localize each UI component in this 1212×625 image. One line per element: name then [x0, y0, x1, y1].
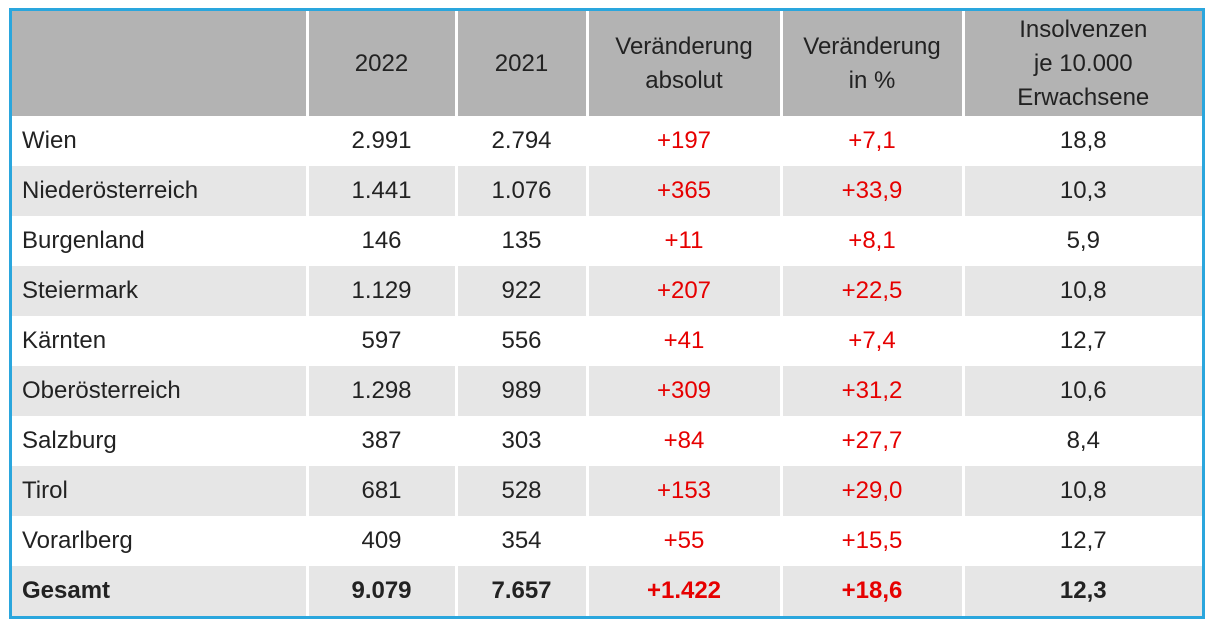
cell-change-percent: +31,2 — [779, 366, 963, 416]
cell-2021: 989 — [454, 366, 587, 416]
header-line: je 10.000 — [1033, 49, 1133, 77]
table-row: Vorarlberg 409 354 +55 +15,5 12,7 — [12, 516, 1202, 566]
cell-change-percent: +8,1 — [779, 216, 963, 266]
cell-per-10000: 8,4 — [961, 416, 1202, 466]
cell-change-percent: +29,0 — [779, 466, 963, 516]
cell-change-absolute: +41 — [585, 316, 781, 366]
table-row: Steiermark 1.129 922 +207 +22,5 10,8 — [12, 266, 1202, 316]
cell-2022: 597 — [305, 316, 456, 366]
cell-2022: 1.298 — [305, 366, 456, 416]
cell-2022: 681 — [305, 466, 456, 516]
cell-2021: 303 — [454, 416, 587, 466]
cell-2021: 2.794 — [454, 116, 587, 166]
cell-2022: 1.129 — [305, 266, 456, 316]
cell-per-10000: 10,3 — [961, 166, 1202, 216]
header-row: 2022 2021 Veränderung absolut Veränderun… — [12, 11, 1202, 116]
header-line: Erwachsene — [1017, 83, 1150, 111]
table-row: Niederösterreich 1.441 1.076 +365 +33,9 … — [12, 166, 1202, 216]
table-row: Burgenland 146 135 +11 +8,1 5,9 — [12, 216, 1202, 266]
table-row: Wien 2.991 2.794 +197 +7,1 18,8 — [12, 116, 1202, 166]
cell-per-10000: 12,7 — [961, 316, 1202, 366]
cell-region: Vorarlberg — [12, 516, 307, 566]
table-header: 2022 2021 Veränderung absolut Veränderun… — [12, 11, 1202, 116]
cell-2021: 354 — [454, 516, 587, 566]
cell-region: Wien — [12, 116, 307, 166]
header-line: Veränderung — [615, 32, 753, 60]
cell-change-percent: +15,5 — [779, 516, 963, 566]
cell-2021: 922 — [454, 266, 587, 316]
insolvency-table: 2022 2021 Veränderung absolut Veränderun… — [12, 11, 1202, 616]
header-per-10000-adults: Insolvenzen je 10.000 Erwachsene — [961, 11, 1202, 116]
header-line: Veränderung — [803, 32, 941, 60]
cell-change-absolute: +1.422 — [585, 566, 781, 616]
cell-change-absolute: +153 — [585, 466, 781, 516]
cell-2021: 7.657 — [454, 566, 587, 616]
header-region — [12, 11, 307, 116]
table-row: Salzburg 387 303 +84 +27,7 8,4 — [12, 416, 1202, 466]
cell-2021: 556 — [454, 316, 587, 366]
header-2022: 2022 — [305, 11, 456, 116]
cell-2022: 1.441 — [305, 166, 456, 216]
cell-2021: 1.076 — [454, 166, 587, 216]
header-change-percent: Veränderung in % — [779, 11, 963, 116]
cell-2022: 387 — [305, 416, 456, 466]
cell-region: Gesamt — [12, 566, 307, 616]
cell-change-percent: +7,4 — [779, 316, 963, 366]
table-row: Kärnten 597 556 +41 +7,4 12,7 — [12, 316, 1202, 366]
cell-per-10000: 10,8 — [961, 266, 1202, 316]
table-body: Wien 2.991 2.794 +197 +7,1 18,8 Niederös… — [12, 116, 1202, 616]
cell-2021: 135 — [454, 216, 587, 266]
cell-per-10000: 10,8 — [961, 466, 1202, 516]
cell-2022: 9.079 — [305, 566, 456, 616]
cell-2022: 2.991 — [305, 116, 456, 166]
cell-change-absolute: +197 — [585, 116, 781, 166]
cell-region: Burgenland — [12, 216, 307, 266]
table-row: Oberösterreich 1.298 989 +309 +31,2 10,6 — [12, 366, 1202, 416]
cell-per-10000: 5,9 — [961, 216, 1202, 266]
cell-change-percent: +33,9 — [779, 166, 963, 216]
cell-region: Steiermark — [12, 266, 307, 316]
header-line: absolut — [645, 66, 723, 94]
cell-change-percent: +27,7 — [779, 416, 963, 466]
cell-change-absolute: +11 — [585, 216, 781, 266]
cell-change-percent: +7,1 — [779, 116, 963, 166]
total-row: Gesamt 9.079 7.657 +1.422 +18,6 12,3 — [12, 566, 1202, 616]
cell-2022: 409 — [305, 516, 456, 566]
cell-change-absolute: +365 — [585, 166, 781, 216]
cell-change-absolute: +207 — [585, 266, 781, 316]
header-line: in % — [848, 66, 896, 94]
cell-region: Oberösterreich — [12, 366, 307, 416]
cell-change-percent: +22,5 — [779, 266, 963, 316]
cell-change-percent: +18,6 — [779, 566, 963, 616]
cell-per-10000: 18,8 — [961, 116, 1202, 166]
cell-per-10000: 12,3 — [961, 566, 1202, 616]
cell-2021: 528 — [454, 466, 587, 516]
cell-region: Tirol — [12, 466, 307, 516]
cell-per-10000: 10,6 — [961, 366, 1202, 416]
table-row: Tirol 681 528 +153 +29,0 10,8 — [12, 466, 1202, 516]
cell-region: Niederösterreich — [12, 166, 307, 216]
header-change-absolute: Veränderung absolut — [585, 11, 781, 116]
cell-2022: 146 — [305, 216, 456, 266]
cell-change-absolute: +309 — [585, 366, 781, 416]
cell-change-absolute: +84 — [585, 416, 781, 466]
cell-region: Salzburg — [12, 416, 307, 466]
cell-per-10000: 12,7 — [961, 516, 1202, 566]
header-2021: 2021 — [454, 11, 587, 116]
header-line: Insolvenzen — [1019, 15, 1148, 43]
cell-change-absolute: +55 — [585, 516, 781, 566]
cell-region: Kärnten — [12, 316, 307, 366]
insolvency-table-frame: 2022 2021 Veränderung absolut Veränderun… — [9, 8, 1205, 619]
